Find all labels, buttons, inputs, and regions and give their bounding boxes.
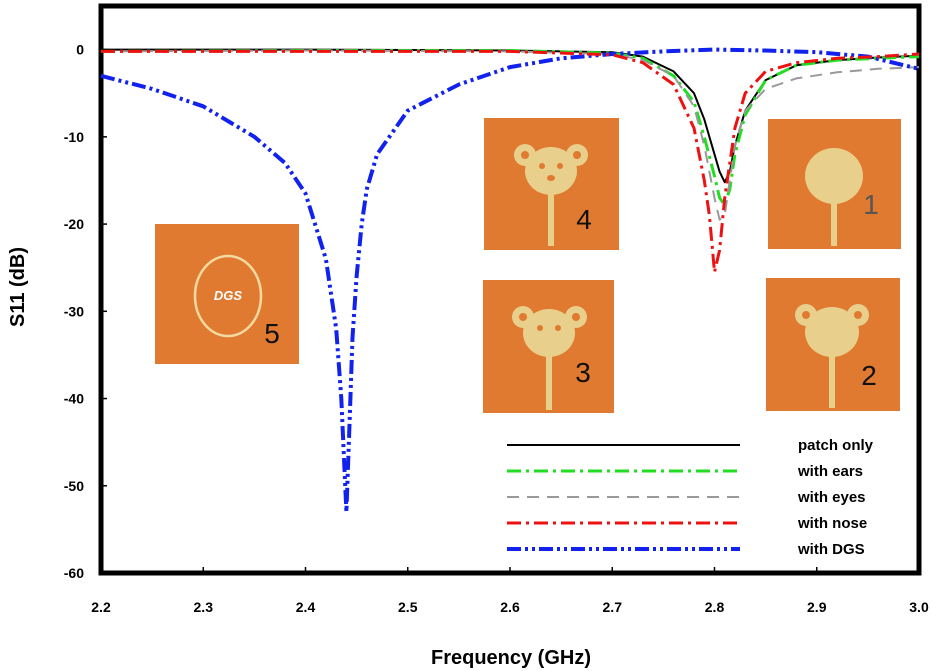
inset-4-number: 4 bbox=[576, 204, 592, 235]
x-tick-label: 2.7 bbox=[603, 599, 623, 615]
x-tick-label: 2.4 bbox=[296, 599, 316, 615]
x-tick-label: 2.5 bbox=[398, 599, 418, 615]
inset-2-number: 2 bbox=[861, 360, 877, 391]
x-tick-label: 2.2 bbox=[91, 599, 111, 615]
y-tick-label: -20 bbox=[64, 216, 84, 232]
inset-3-number: 3 bbox=[575, 357, 591, 388]
inset-2-bear: 2 bbox=[766, 278, 900, 411]
y-tick-label: -60 bbox=[64, 565, 84, 581]
y-tick-label: -10 bbox=[64, 129, 84, 145]
plot-frame bbox=[98, 3, 922, 576]
y-tick-label: 0 bbox=[76, 42, 84, 58]
x-tick-label: 3.0 bbox=[909, 599, 929, 615]
inset-5-substrate bbox=[155, 224, 299, 364]
legend-label: with eyes bbox=[797, 489, 866, 506]
legend: patch only with ears with eyes with nose wit… bbox=[507, 437, 874, 558]
inset-5-dgs: DGS 5 bbox=[155, 224, 299, 364]
dgs-label: DGS bbox=[214, 288, 243, 303]
series-line-with-nose bbox=[101, 49, 920, 274]
series-line-with-ears bbox=[100, 49, 920, 207]
dgs-ring-icon bbox=[193, 254, 263, 338]
y-tick-label: -30 bbox=[64, 303, 84, 319]
inset-4-bear: 4 bbox=[484, 118, 619, 250]
x-axis-title: Frequency (GHz) bbox=[431, 647, 591, 669]
x-tick-label: 2.3 bbox=[194, 599, 214, 615]
inset-1-number: 1 bbox=[863, 189, 879, 220]
y-tick-label: -50 bbox=[64, 478, 84, 494]
inset-3-bear: 3 bbox=[483, 280, 614, 413]
legend-label: with nose bbox=[797, 515, 867, 532]
legend-label: with DGS bbox=[797, 541, 865, 558]
x-tick-label: 2.9 bbox=[807, 599, 827, 615]
tick-layer: 2.2 2.3 2.4 2.5 2.6 2.7 2.8 2.9 3.0 0 -10 -20 -30 -40… bbox=[64, 42, 929, 615]
x-tick-label: 2.6 bbox=[500, 599, 520, 615]
legend-label: patch only bbox=[798, 437, 874, 454]
series-line-with-dgs bbox=[100, 47, 920, 514]
inset-1-patch: 1 bbox=[768, 119, 901, 249]
legend-label: with ears bbox=[797, 463, 863, 480]
y-axis-title: S11 (dB) bbox=[7, 247, 29, 327]
series-layer bbox=[100, 47, 920, 514]
inset-5-number: 5 bbox=[264, 318, 280, 349]
y-tick-label: -40 bbox=[64, 391, 84, 407]
x-tick-label: 2.8 bbox=[705, 599, 725, 615]
